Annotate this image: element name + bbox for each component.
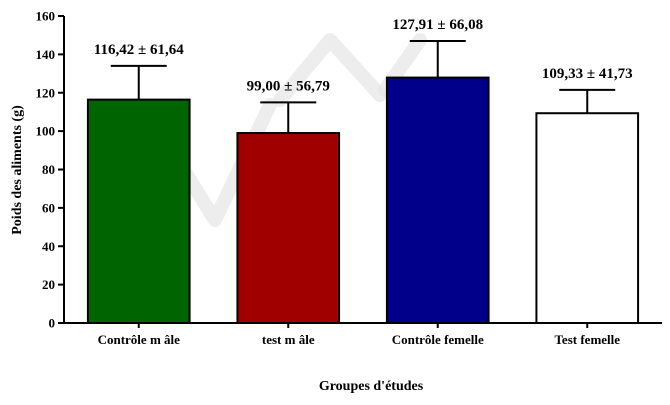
bar-3 — [385, 76, 490, 324]
data-label-4: 109,33 ± 41,73 — [542, 66, 633, 82]
error-bars-group — [110, 39, 616, 134]
y-tick-label-20: 20 — [42, 277, 55, 292]
bar-2 — [236, 132, 341, 324]
y-axis-title: Poids des aliments (g) — [10, 105, 25, 235]
y-axis: 0 20 40 60 80 100 120 140 160 — [36, 9, 65, 331]
bars-group — [86, 76, 640, 324]
bar-4 — [535, 112, 640, 324]
y-tick-label-60: 60 — [42, 200, 55, 215]
x-tick-label-1: Contrôle m âle — [98, 332, 181, 347]
y-tick-label-40: 40 — [42, 239, 55, 254]
bar-1 — [86, 98, 191, 324]
x-tick-label-4: Test femelle — [554, 332, 620, 347]
x-tick-label-2: test m âle — [262, 332, 315, 347]
y-tick-label-120: 120 — [36, 85, 56, 100]
y-tick-label-100: 100 — [36, 124, 56, 139]
y-tick-label-140: 140 — [36, 47, 56, 62]
y-tick-label-80: 80 — [42, 162, 55, 177]
x-axis-title: Groupes d'études — [319, 379, 424, 394]
y-tick-label-160: 160 — [36, 9, 56, 24]
x-tick-label-3: Contrôle femelle — [392, 332, 484, 347]
data-label-1: 116,42 ± 61,64 — [94, 42, 184, 58]
data-labels-group: 116,42 ± 61,64 99,00 ± 56,79 127,91 ± 66,0… — [94, 17, 633, 94]
x-axis: Contrôle m âle test m âle Contrôle femelle… — [63, 322, 662, 347]
data-label-2: 99,00 ± 56,79 — [247, 78, 330, 94]
y-tick-label-0: 0 — [49, 316, 56, 331]
data-label-3: 127,91 ± 66,08 — [392, 17, 483, 33]
